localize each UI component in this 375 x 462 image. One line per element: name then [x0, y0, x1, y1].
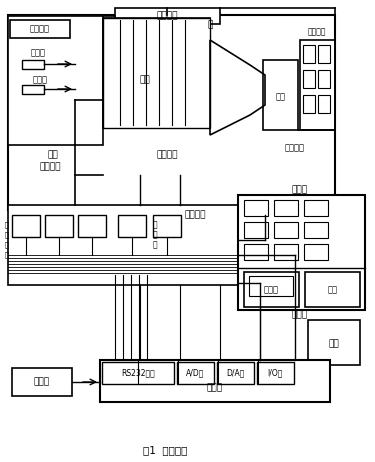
Text: 环: 环 — [5, 222, 9, 228]
Text: 箱体温度: 箱体温度 — [156, 12, 178, 20]
Bar — [10, 20, 70, 38]
Bar — [153, 215, 181, 237]
Text: A/D板: A/D板 — [186, 369, 204, 377]
Text: 温: 温 — [5, 242, 9, 248]
Text: 图1  测试系统: 图1 测试系统 — [143, 445, 187, 455]
Bar — [177, 362, 214, 384]
Bar — [217, 362, 254, 384]
Bar — [318, 70, 330, 88]
Bar — [318, 95, 330, 113]
Bar — [103, 18, 210, 128]
Bar — [303, 45, 315, 63]
Text: 压力: 压力 — [48, 151, 58, 159]
Bar — [78, 215, 106, 237]
Bar — [274, 244, 298, 260]
Bar — [100, 360, 330, 402]
Text: 打印机: 打印机 — [34, 377, 50, 387]
Text: RS232串口: RS232串口 — [121, 369, 155, 377]
Bar — [115, 8, 220, 24]
Text: 灯: 灯 — [207, 20, 213, 30]
Text: 动力桥架: 动力桥架 — [285, 144, 305, 152]
Bar — [103, 18, 210, 128]
Bar — [102, 362, 174, 384]
Text: D/A板: D/A板 — [226, 369, 244, 377]
Text: 声级计: 声级计 — [30, 49, 45, 57]
Text: 喷嘴: 喷嘴 — [140, 75, 150, 85]
Bar — [274, 200, 298, 216]
Text: 开启度: 开启度 — [264, 286, 279, 294]
Text: 传感器箱: 传感器箱 — [39, 163, 61, 171]
Bar — [257, 362, 294, 384]
Bar — [304, 222, 328, 238]
Text: 显示柜: 显示柜 — [292, 186, 308, 195]
Bar — [274, 222, 298, 238]
Text: 境: 境 — [5, 232, 9, 238]
Text: I/O板: I/O板 — [267, 369, 283, 377]
Bar — [305, 272, 360, 307]
Text: 变频: 变频 — [328, 286, 338, 294]
Text: 信号桥架: 信号桥架 — [184, 211, 206, 219]
Bar — [303, 70, 315, 88]
Text: 度: 度 — [5, 252, 9, 258]
Bar — [308, 320, 360, 365]
Text: 计算机: 计算机 — [207, 383, 223, 393]
Bar — [8, 15, 103, 145]
Bar — [249, 276, 293, 296]
Bar — [238, 195, 365, 310]
Bar — [303, 95, 315, 113]
Text: 压: 压 — [153, 241, 158, 249]
Text: 转速仪: 转速仪 — [33, 75, 48, 85]
Text: 辅助风机: 辅助风机 — [308, 28, 326, 36]
Bar — [12, 368, 72, 396]
Bar — [244, 272, 299, 307]
Text: 控制柜: 控制柜 — [292, 310, 308, 320]
Bar — [22, 60, 44, 69]
Bar — [263, 60, 298, 130]
Bar — [45, 215, 73, 237]
Bar — [244, 222, 268, 238]
Text: 特测风机: 特测风机 — [30, 24, 50, 34]
Bar — [118, 215, 146, 237]
Bar — [304, 244, 328, 260]
Bar — [22, 85, 44, 94]
Text: 流量压差: 流量压差 — [156, 151, 178, 159]
Bar — [318, 45, 330, 63]
Bar — [8, 205, 238, 285]
Text: 大: 大 — [153, 220, 158, 230]
Bar — [304, 200, 328, 216]
Bar — [244, 200, 268, 216]
Text: 电源: 电源 — [328, 340, 339, 348]
Bar — [12, 215, 40, 237]
Text: 风阀: 风阀 — [276, 92, 286, 102]
Bar — [8, 15, 335, 210]
Bar — [244, 244, 268, 260]
Text: 气: 气 — [153, 231, 158, 239]
Bar — [300, 40, 335, 130]
